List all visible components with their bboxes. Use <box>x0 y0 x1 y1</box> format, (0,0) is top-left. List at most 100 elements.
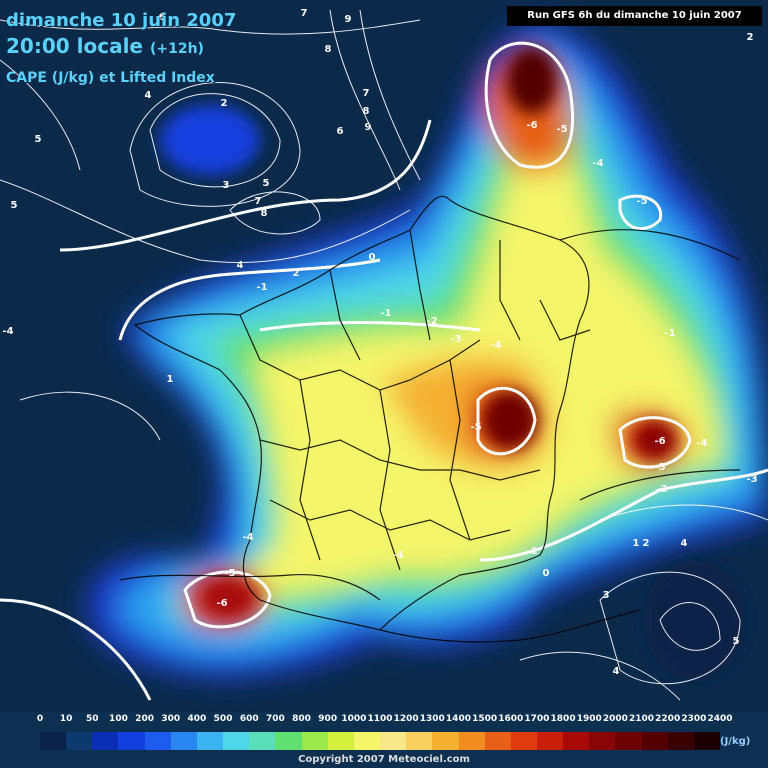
li-label: 1 <box>167 374 174 385</box>
forecast-date: dimanche 10 juin 2007 <box>6 10 237 31</box>
li-label: -3 <box>746 474 757 485</box>
legend-tick-labels: 0 10 50 100 200 300 400 500 600 700 800 900 1000 1100… <box>36 712 733 726</box>
legend-swatch <box>589 732 616 750</box>
li-label: 4 <box>681 538 688 549</box>
li-label: 5 <box>263 178 270 189</box>
legend-swatch <box>484 732 511 750</box>
legend-swatch <box>432 732 459 750</box>
legend-tick-label: 0 <box>36 714 44 724</box>
forecast-time-local: 20:00 locale <box>6 34 143 58</box>
li-label: -5 <box>636 196 647 207</box>
li-label: 6 <box>159 12 166 23</box>
legend-swatch <box>275 732 302 750</box>
legend-tick-label: 1000 <box>341 714 367 724</box>
legend-tick-label: 200 <box>135 714 155 724</box>
legend-swatch <box>196 732 224 750</box>
li-label: -4 <box>392 550 403 561</box>
legend-swatch <box>170 732 197 750</box>
li-label: 2 <box>643 538 650 549</box>
li-label: 7 <box>255 196 262 207</box>
li-label: -1 <box>664 328 675 339</box>
legend-tick-label: 2200 <box>655 714 681 724</box>
li-label: -6 <box>216 598 227 609</box>
li-label: 2 <box>221 98 228 109</box>
legend-swatch <box>144 732 171 750</box>
li-label: -4 <box>490 340 501 351</box>
legend-tick-label: 2100 <box>629 714 655 724</box>
legend-tick-label: 1400 <box>445 714 471 724</box>
legend-swatch <box>536 732 564 750</box>
legend-tick-label: 10 <box>59 714 73 724</box>
li-label: 4 <box>613 666 620 677</box>
forecast-time: 20:00 locale (+12h) <box>6 34 204 58</box>
legend-swatch <box>353 732 381 750</box>
legend-tick-label: 1100 <box>367 714 393 724</box>
li-label: 0 <box>369 252 376 263</box>
li-label: 3 <box>603 590 610 601</box>
li-label: 2 <box>747 32 754 43</box>
legend-swatch <box>118 732 145 750</box>
legend-tick-label: 1300 <box>419 714 445 724</box>
forecast-time-offset: (+12h) <box>149 41 204 57</box>
li-label: 4 <box>237 260 244 271</box>
li-label: -5 <box>224 568 235 579</box>
legend-tick-label: 1200 <box>393 714 419 724</box>
legend-swatch <box>641 732 668 750</box>
legend-swatch <box>563 732 590 750</box>
legend-color-bar <box>40 732 721 750</box>
legend-swatch <box>301 732 328 750</box>
li-label: -1 <box>256 282 267 293</box>
legend-tick-label: 1500 <box>472 714 498 724</box>
run-info: Run GFS 6h du dimanche 10 juin 2007 <box>507 6 762 26</box>
li-label: 1 <box>633 538 640 549</box>
li-label: -5 <box>654 462 665 473</box>
li-label: 9 <box>365 122 372 133</box>
legend-swatch <box>249 732 276 750</box>
legend-swatch <box>92 732 119 750</box>
li-label: 7 <box>363 88 370 99</box>
li-label: -4 <box>592 158 603 169</box>
legend-tick-label: 2300 <box>681 714 707 724</box>
li-label: -6 <box>526 120 537 131</box>
legend-swatch <box>693 732 721 750</box>
legend-tick-label: 700 <box>265 714 285 724</box>
li-label: -4 <box>696 438 707 449</box>
legend-unit: (J/kg) <box>720 736 751 747</box>
legend-swatch <box>667 732 694 750</box>
legend-tick-label: 50 <box>86 714 99 724</box>
legend-tick-label: 100 <box>109 714 128 724</box>
li-label: -5 <box>470 422 481 433</box>
li-label: 5 <box>11 200 18 211</box>
li-label: -3 <box>450 334 461 345</box>
li-label: 4 <box>145 90 152 101</box>
legend-swatch <box>327 732 354 750</box>
legend-tick-label: 2400 <box>707 714 733 724</box>
li-label: 8 <box>261 208 268 219</box>
copyright: Copyright 2007 Meteociel.com <box>298 754 470 765</box>
li-label: -1 <box>526 546 537 557</box>
li-label: 3 <box>223 180 230 191</box>
li-label: 6 <box>337 126 344 137</box>
legend-swatch <box>406 732 433 750</box>
li-label: -6 <box>654 436 665 447</box>
li-label: -2 <box>656 484 667 495</box>
li-label: -2 <box>426 316 437 327</box>
li-label: -4 <box>2 326 13 337</box>
legend-swatch <box>380 732 407 750</box>
legend-tick-label: 500 <box>213 714 233 724</box>
legend-tick-label: 1700 <box>524 714 550 724</box>
li-label: 5 <box>733 636 740 647</box>
legend-swatch <box>40 732 67 750</box>
color-legend: 0 10 50 100 200 300 400 500 600 700 800 900 1000 1100… <box>0 712 768 768</box>
li-label: 5 <box>35 134 42 145</box>
legend-tick-label: 400 <box>187 714 207 724</box>
legend-tick-label: 600 <box>239 714 259 724</box>
legend-tick-label: 1900 <box>576 714 602 724</box>
li-label: 9 <box>345 14 352 25</box>
li-label: -1 <box>380 308 391 319</box>
li-label: -4 <box>242 532 253 543</box>
legend-tick-label: 800 <box>292 714 311 724</box>
parameter-title: CAPE (J/kg) et Lifted Index <box>6 70 215 86</box>
legend-swatch <box>223 732 250 750</box>
